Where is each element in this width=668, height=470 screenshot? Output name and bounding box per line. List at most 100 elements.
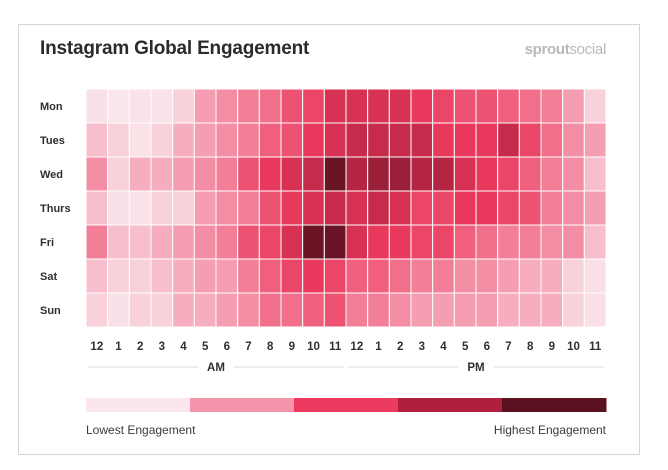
heatmap-cell: [128, 224, 152, 260]
heatmap-cell: [172, 88, 195, 124]
column-tick-label: 1: [375, 341, 382, 353]
heatmap-cell: [583, 258, 607, 294]
heatmap-cell: [280, 224, 304, 260]
heatmap-cell: [237, 156, 260, 192]
heatmap-cell: [562, 292, 585, 328]
legend-high-label: Highest Engagement: [493, 423, 606, 437]
heatmap-cell: [410, 88, 434, 124]
column-tick-label: 3: [159, 341, 165, 353]
heatmap-cell: [453, 258, 477, 294]
heatmap-cell: [497, 258, 520, 294]
heatmap-cell: [453, 292, 477, 328]
heatmap-cell: [453, 190, 477, 226]
heatmap-cell: [237, 88, 260, 124]
heatmap-cell: [410, 190, 434, 226]
heatmap-cell: [280, 88, 304, 124]
heatmap-cell: [562, 190, 585, 226]
heatmap-cell: [388, 292, 412, 328]
heatmap-cell: [367, 190, 390, 226]
heatmap-cell: [193, 88, 217, 124]
heatmap-cell: [540, 122, 564, 158]
heatmap-cell: [258, 88, 282, 124]
heatmap-cell: [410, 224, 434, 260]
heatmap-cell: [475, 224, 499, 260]
heatmap-cell: [107, 190, 130, 226]
heatmap-cell: [562, 258, 585, 294]
heatmap-cell: [432, 122, 455, 158]
column-tick-label: 9: [549, 341, 555, 353]
heatmap-cell: [193, 258, 217, 294]
row-label: Sat: [40, 271, 57, 283]
heatmap-cell: [215, 190, 239, 226]
column-tick-label: 11: [589, 341, 602, 353]
heatmap-cell: [345, 258, 369, 294]
heatmap-cell: [258, 224, 282, 260]
heatmap-cell: [128, 88, 152, 124]
heatmap-cell: [150, 122, 174, 158]
heatmap-cell: [453, 156, 477, 192]
heatmap-cell: [562, 88, 585, 124]
heatmap-cell: [237, 224, 260, 260]
heatmap-cell: [497, 122, 520, 158]
heatmap-cell: [85, 156, 109, 192]
heatmap-cell: [540, 292, 564, 328]
heatmap-cell: [128, 156, 152, 192]
heatmap-cell: [258, 122, 282, 158]
heatmap-cell: [280, 258, 304, 294]
heatmap-cell: [540, 190, 564, 226]
column-tick-label: 8: [527, 341, 534, 353]
heatmap-cell: [85, 190, 109, 226]
heatmap-cell: [518, 122, 542, 158]
column-tick-label: 10: [567, 341, 580, 353]
heatmap-cell: [453, 122, 477, 158]
column-tick-label: 3: [419, 341, 425, 353]
heatmap-cell: [237, 190, 260, 226]
column-tick-label: 12: [350, 341, 363, 353]
heatmap-cell: [323, 88, 347, 124]
heatmap-cell: [583, 156, 607, 192]
heatmap-cell: [172, 190, 195, 226]
heatmap-cell: [388, 88, 412, 124]
heatmap-cell: [497, 88, 520, 124]
legend-color-bar: [86, 398, 607, 412]
heatmap-cell: [280, 156, 304, 192]
column-tick-label: 4: [440, 341, 447, 353]
legend-swatch: [190, 398, 295, 412]
heatmap-cell: [258, 156, 282, 192]
heatmap-cell: [258, 190, 282, 226]
heatmap-cell: [497, 156, 520, 192]
heatmap-cell: [237, 258, 260, 294]
heatmap-cell: [280, 122, 304, 158]
heatmap-cell: [475, 156, 499, 192]
column-tick-label: 2: [137, 341, 143, 353]
heatmap-cell: [345, 88, 369, 124]
heatmap-cell: [107, 224, 130, 260]
row-label: Sun: [40, 305, 61, 317]
heatmap-cell: [367, 88, 390, 124]
heatmap-cell: [367, 258, 390, 294]
row-label: Mon: [40, 101, 63, 113]
heatmap-cell: [345, 156, 369, 192]
column-tick-label: 12: [90, 341, 103, 353]
heatmap-cell: [432, 190, 455, 226]
heatmap-cell: [107, 156, 130, 192]
heatmap-cell: [150, 88, 174, 124]
heatmap-cell: [323, 258, 347, 294]
heatmap-cell: [193, 122, 217, 158]
column-tick-label: 1: [115, 341, 122, 353]
heatmap-cell: [85, 88, 109, 124]
column-tick-label: 10: [307, 341, 320, 353]
heatmap-cell: [302, 88, 325, 124]
heatmap-cell: [518, 224, 542, 260]
heatmap-cell: [107, 292, 130, 328]
heatmap-cell: [475, 88, 499, 124]
heatmap-cell: [258, 258, 282, 294]
heatmap-cell: [280, 190, 304, 226]
heatmap-cell: [85, 122, 109, 158]
heatmap-cell: [432, 224, 455, 260]
heatmap-cell: [172, 224, 195, 260]
heatmap-cell: [215, 292, 239, 328]
am-pm-dividers: AM PM: [88, 362, 604, 374]
heatmap-cell: [193, 224, 217, 260]
heatmap-cell: [345, 224, 369, 260]
